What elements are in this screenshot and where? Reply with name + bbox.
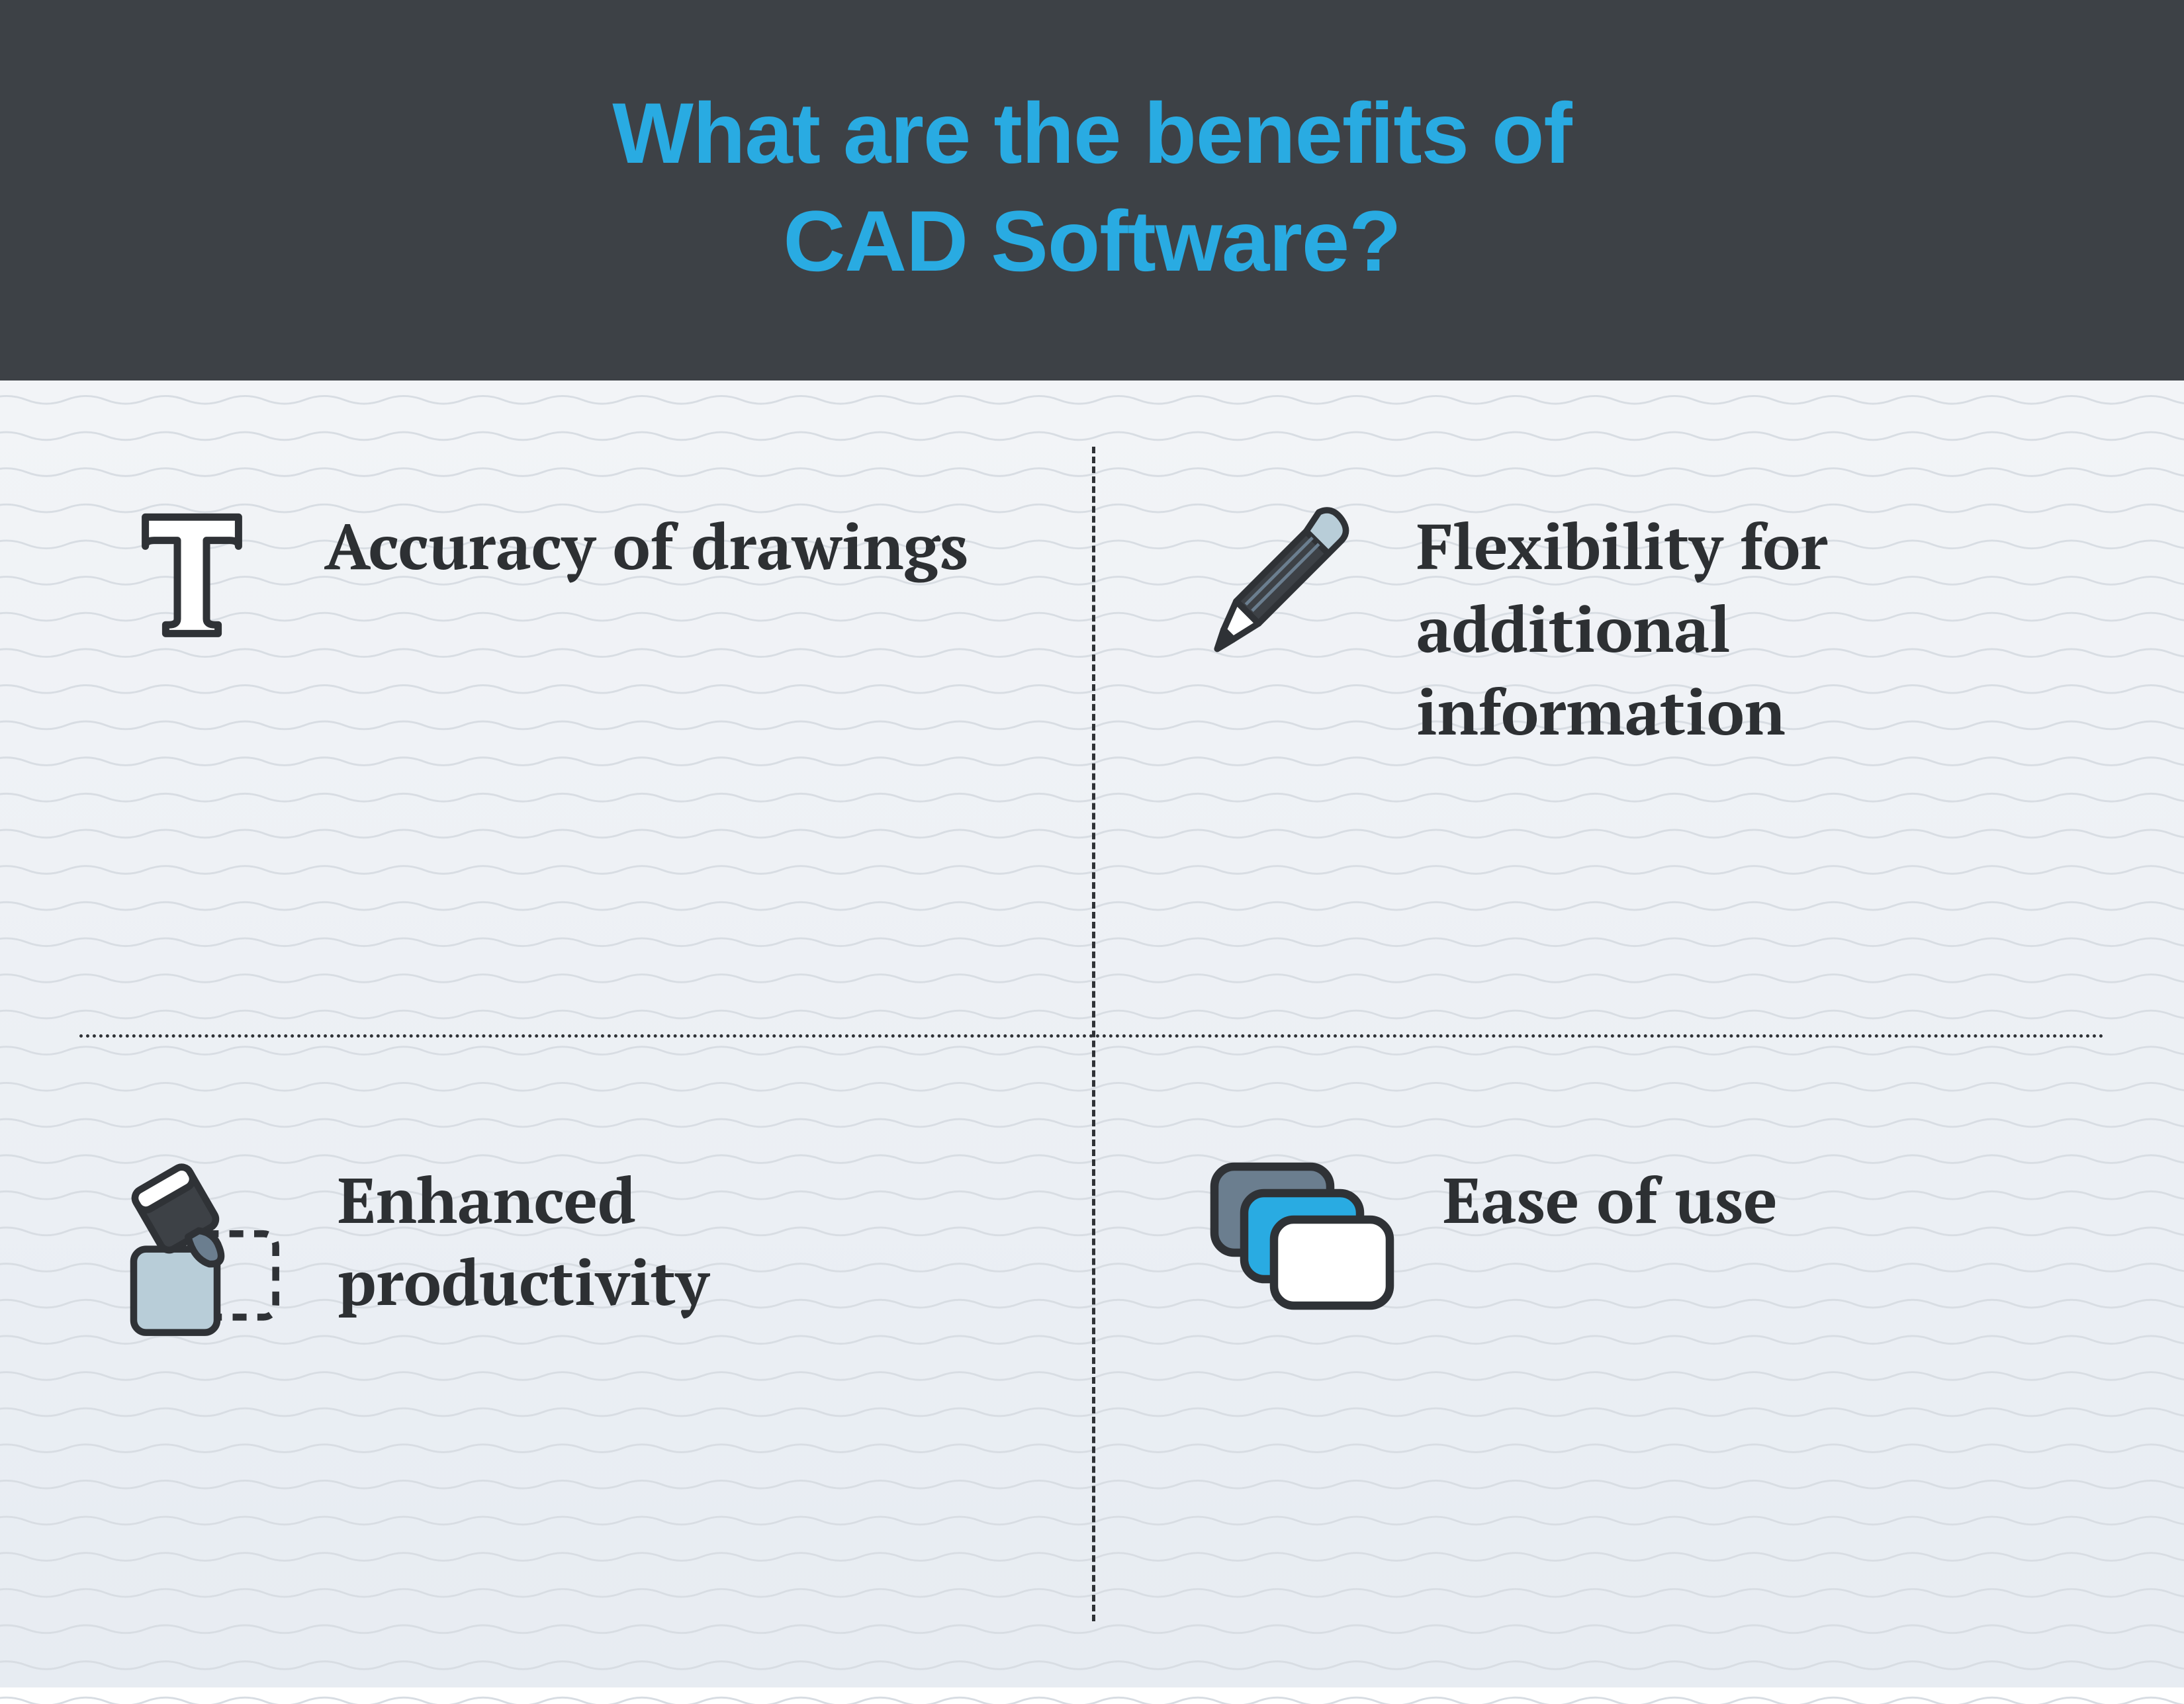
cell-label: Accuracy of drawings	[324, 500, 968, 588]
text-t-icon	[106, 500, 278, 672]
infographic-page: What are the benefits of CAD Software? A…	[0, 0, 2184, 1687]
header: What are the benefits of CAD Software?	[0, 0, 2184, 381]
cell-accuracy: Accuracy of drawings	[0, 381, 1092, 1034]
cell-label: Ease of use	[1443, 1153, 1778, 1241]
divider-horizontal	[79, 1034, 2105, 1038]
layers-icon	[1198, 1153, 1396, 1325]
title-line-1: What are the benefits of	[612, 85, 1571, 181]
cell-flexibility: Flexibility for additional information	[1092, 381, 2184, 1034]
grid-area: Accuracy of drawings	[0, 381, 2184, 1687]
paint-bucket-icon	[106, 1153, 291, 1325]
cell-label: Enhanced productivity	[338, 1153, 1013, 1324]
pencil-icon	[1198, 500, 1370, 672]
cell-label: Flexibility for additional information	[1416, 500, 2105, 752]
cell-ease: Ease of use	[1092, 1034, 2184, 1688]
page-title: What are the benefits of CAD Software?	[53, 79, 2131, 294]
cell-productivity: Enhanced productivity	[0, 1034, 1092, 1688]
title-line-2: CAD Software?	[783, 193, 1400, 289]
